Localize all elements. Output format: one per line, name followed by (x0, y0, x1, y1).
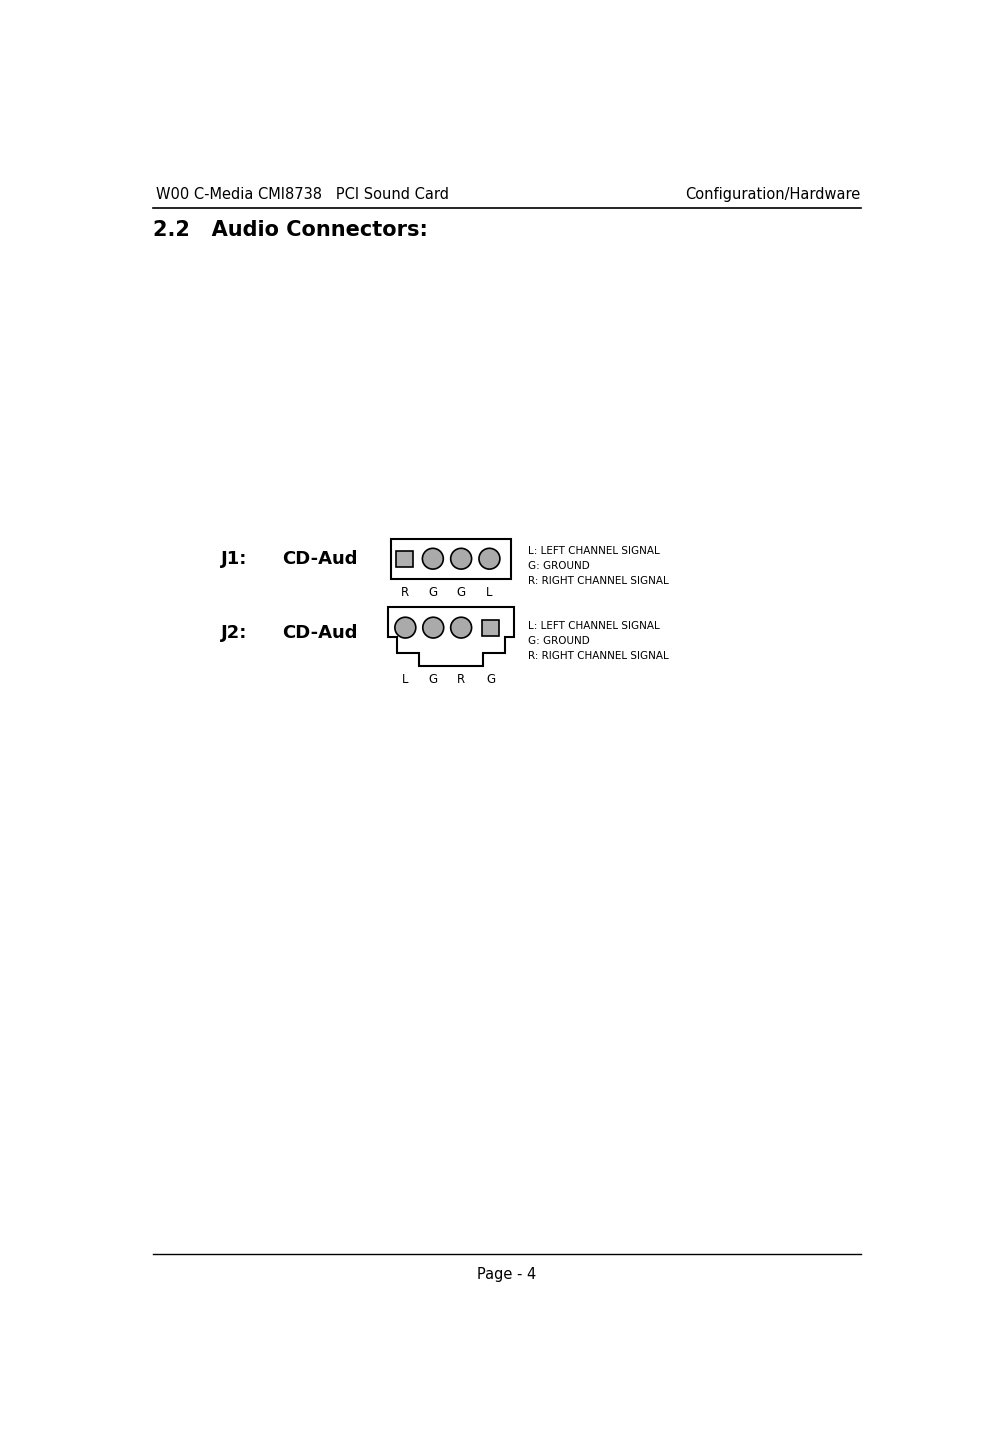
Text: CD-Aud: CD-Aud (283, 550, 358, 567)
Text: L: L (403, 673, 408, 686)
Polygon shape (389, 608, 514, 666)
Text: L: LEFT CHANNEL SIGNAL: L: LEFT CHANNEL SIGNAL (528, 547, 660, 557)
Bar (397, 551, 412, 567)
Text: R: R (457, 673, 465, 686)
Text: R: RIGHT CHANNEL SIGNAL: R: RIGHT CHANNEL SIGNAL (528, 576, 669, 586)
Text: G: G (457, 586, 466, 599)
Ellipse shape (479, 548, 499, 569)
Text: J1:: J1: (221, 550, 247, 567)
Text: J2:: J2: (221, 624, 247, 643)
Text: Page - 4: Page - 4 (478, 1266, 536, 1281)
Text: R: RIGHT CHANNEL SIGNAL: R: RIGHT CHANNEL SIGNAL (528, 651, 669, 662)
Text: 2.2   Audio Connectors:: 2.2 Audio Connectors: (153, 220, 428, 240)
Ellipse shape (451, 618, 472, 638)
Text: L: LEFT CHANNEL SIGNAL: L: LEFT CHANNEL SIGNAL (528, 621, 660, 631)
Text: G: G (428, 586, 437, 599)
Ellipse shape (451, 548, 472, 569)
Text: CD-Aud: CD-Aud (283, 624, 358, 643)
Ellipse shape (395, 618, 415, 638)
Text: W00 C-Media CMI8738   PCI Sound Card: W00 C-Media CMI8738 PCI Sound Card (156, 188, 449, 202)
Text: R: R (401, 586, 408, 599)
Text: G: GROUND: G: GROUND (528, 561, 589, 571)
Ellipse shape (422, 548, 443, 569)
Bar (483, 619, 498, 635)
Text: L: L (487, 586, 493, 599)
Bar (391, 538, 511, 579)
Text: G: G (486, 673, 495, 686)
Text: Configuration/Hardware: Configuration/Hardware (684, 188, 859, 202)
Text: G: G (428, 673, 438, 686)
Ellipse shape (422, 618, 444, 638)
Text: G: GROUND: G: GROUND (528, 635, 589, 646)
